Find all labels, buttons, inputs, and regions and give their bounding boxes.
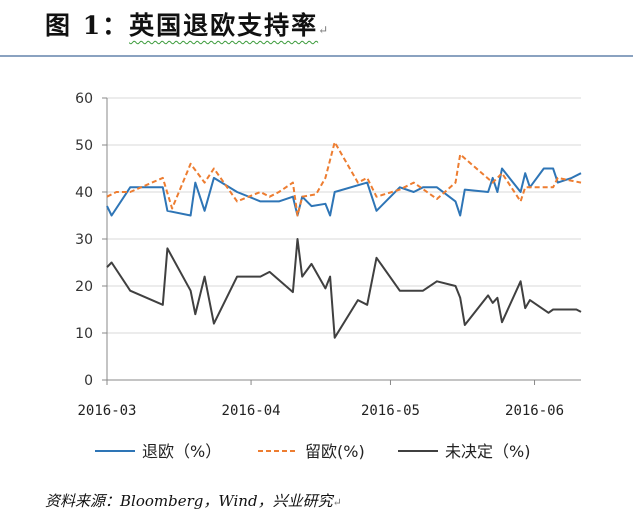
x-tick-label: 2016-06 — [505, 403, 564, 419]
legend-label: 留欧(%) — [305, 442, 365, 461]
series-line-1 — [106, 167, 582, 217]
x-tick-label: 2016-05 — [361, 403, 420, 419]
legend-label: 退欧（%） — [142, 442, 221, 461]
return-mark-icon: ↵ — [318, 23, 331, 37]
y-tick-label: 0 — [84, 373, 93, 389]
figure-label: 图 1： — [45, 11, 130, 40]
source-note: 资料来源：Bloomberg，Wind，兴业研究↵ — [45, 490, 342, 511]
legend-label: 未决定（%) — [445, 442, 530, 461]
return-mark-icon: ↵ — [332, 496, 342, 509]
y-tick-label: 10 — [75, 326, 93, 342]
line-chart: 0 10 20 30 40 50 60 2016-03 2016-04 2016-05 2016-0… — [75, 91, 582, 461]
x-tick-label: 2016-04 — [222, 403, 281, 419]
x-tick-label: 2016-03 — [77, 403, 136, 419]
source-text: 资料来源：Bloomberg，Wind，兴业研究 — [45, 492, 333, 510]
figure-title: 图 1：英国退欧支持率↵ — [45, 6, 330, 42]
series-line-3 — [106, 238, 582, 339]
y-tick-label: 50 — [75, 138, 93, 154]
figure-title-text: 英国退欧支持率 — [129, 11, 319, 40]
y-tick-label: 30 — [75, 232, 93, 248]
y-tick-label: 60 — [75, 91, 93, 107]
y-tick-label: 40 — [75, 185, 93, 201]
title-divider — [0, 55, 633, 57]
y-tick-label: 20 — [75, 279, 93, 295]
